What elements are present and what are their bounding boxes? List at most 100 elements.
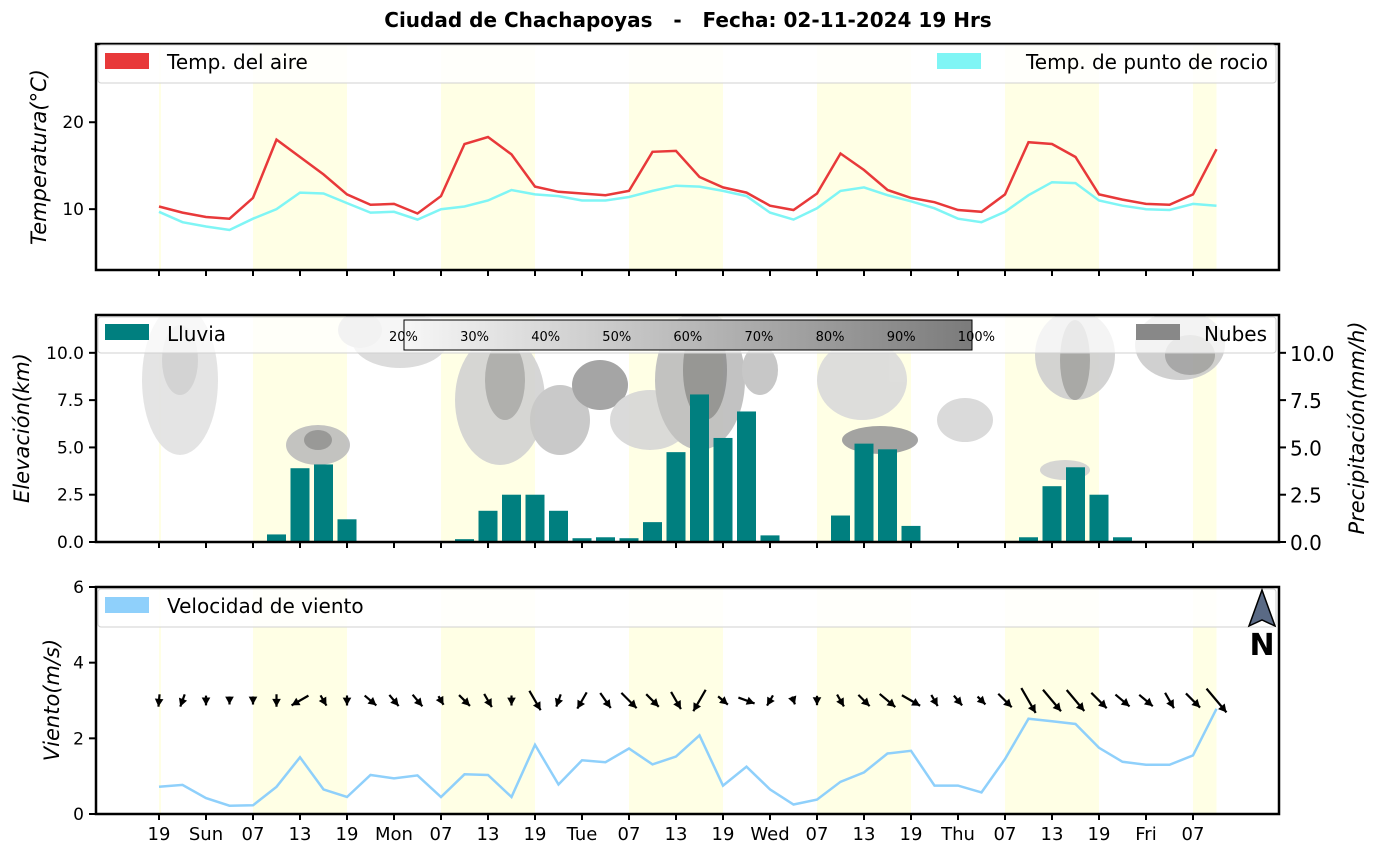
wind-arrow	[717, 695, 729, 706]
temperature-axes-frame	[94, 42, 1281, 272]
wind-y-ticks: 0 2 4 6	[73, 578, 96, 825]
wind-arrow	[1090, 692, 1108, 709]
colorbar-label: 20%	[389, 330, 418, 345]
rain-bar	[901, 525, 921, 542]
wind-arrow	[248, 696, 258, 705]
wind-arrow	[435, 695, 445, 706]
rain-bar	[267, 534, 286, 542]
rain-bar	[1066, 467, 1085, 542]
wind-arrow	[388, 694, 400, 707]
wind-arrow	[576, 691, 588, 710]
y-tick-label: 2	[73, 729, 84, 749]
rain-bar	[619, 538, 639, 542]
elevation-y-label: Elevación(km)	[10, 353, 34, 503]
y-tick-label: 6	[73, 578, 84, 598]
y-tick-label: 20	[62, 113, 84, 133]
legend-temp-air: Temp. del aire	[166, 50, 308, 74]
rain-bar	[290, 468, 310, 542]
wind-arrow	[154, 694, 164, 707]
daylight-band	[159, 44, 161, 270]
wind-arrow	[483, 693, 493, 708]
y-tick-label-right: 10.0	[1290, 342, 1335, 366]
wind-arrow	[411, 693, 424, 708]
colorbar-label: 40%	[531, 330, 560, 345]
precipitation-axes-frame	[94, 313, 1281, 544]
x-tick-label: 07	[994, 824, 1017, 845]
y-tick-label-right: 5.0	[1290, 436, 1322, 460]
rain-bar	[760, 535, 780, 542]
wind-arrow	[1205, 687, 1228, 714]
wind-arrow	[1114, 693, 1131, 708]
colorbar-label: 100%	[958, 330, 995, 345]
rain-bar	[666, 452, 686, 542]
wind-arrow	[272, 694, 281, 707]
legend-wind: Velocidad de viento	[167, 594, 364, 618]
wind-arrow	[645, 693, 660, 708]
y-tick-label: 0.0	[57, 533, 84, 553]
daylight-band	[1193, 44, 1217, 270]
wind-y-label: Viento(m/s)	[40, 639, 64, 761]
x-tick-label: 19	[1088, 824, 1111, 845]
y-tick-label: 4	[73, 654, 84, 674]
north-arrow: N	[1247, 587, 1277, 663]
y-tick-label-right: 0.0	[1290, 531, 1322, 555]
y-tick-label: 7.5	[57, 391, 84, 411]
wind-direction-arrows	[154, 687, 1228, 714]
rain-bar	[596, 537, 615, 542]
wind-arrow	[1042, 689, 1062, 712]
colorbar-label: 80%	[816, 330, 845, 345]
wind-arrow	[692, 689, 707, 712]
legend-swatch-wind	[105, 597, 149, 613]
wind-arrow	[225, 696, 234, 705]
temperature-y-ticks: 10 20	[62, 113, 96, 220]
temp-dew-line	[158, 180, 1217, 232]
wind-arrow	[930, 694, 939, 707]
wind-arrow	[291, 694, 309, 707]
wind-arrow	[1138, 693, 1154, 708]
wind-arrow	[507, 695, 516, 706]
x-tick-label: 19	[336, 824, 359, 845]
x-tick-label: 07	[242, 824, 265, 845]
colorbar-label: 30%	[460, 330, 489, 345]
rain-bar	[572, 538, 592, 542]
rain-bar	[854, 443, 874, 542]
y-tick-label-right: 7.5	[1290, 389, 1322, 413]
wind-arrow	[1185, 692, 1201, 709]
wind-arrow	[318, 694, 328, 707]
wind-arrow	[901, 694, 921, 707]
temperature-series	[158, 135, 1218, 232]
temperature-y-label: Temperatura(°C)	[27, 69, 51, 245]
y-tick-label: 10	[62, 200, 84, 220]
rain-bar	[502, 494, 521, 542]
x-tick-label: Wed	[750, 824, 789, 845]
wind-speed-line	[158, 708, 1218, 807]
x-tick-label: Fri	[1135, 824, 1156, 845]
wind-arrow	[1164, 692, 1175, 709]
wind-arrow	[878, 693, 897, 708]
wind-arrow	[976, 695, 987, 706]
temp-air-line	[158, 135, 1218, 220]
wind-axes-frame	[94, 585, 1281, 816]
wind-arrow	[528, 690, 542, 711]
wind-arrow	[1065, 689, 1086, 712]
wind-arrow	[201, 695, 211, 706]
wind-arrow	[599, 692, 612, 709]
y-tick-label-right: 2.5	[1290, 484, 1322, 508]
x-tick-label: 07	[618, 824, 641, 845]
x-tick-label: Tue	[566, 824, 598, 845]
rain-bar	[314, 464, 333, 542]
x-axis-ticks: 19 Sun 07 13 19 Mon 07 13 19 Tue 07 13 19 Wed 07 13 19 Th…	[148, 270, 1204, 845]
wind-arrow	[342, 695, 352, 706]
y-tick-label: 5.0	[57, 438, 84, 458]
x-tick-label: 13	[665, 824, 688, 845]
colorbar-label: 90%	[887, 330, 916, 345]
rain-bar	[878, 449, 897, 542]
cloud-colorbar-labels: 20% 30% 40% 50% 60% 70% 80% 90% 100%	[389, 330, 995, 345]
wind-legend: Velocidad de viento	[97, 588, 1277, 628]
colorbar-label: 70%	[745, 330, 774, 345]
wind-speed-series	[158, 708, 1218, 807]
x-tick-label: 13	[1041, 824, 1064, 845]
wind-arrow	[554, 694, 564, 707]
x-tick-label: 19	[148, 824, 171, 845]
